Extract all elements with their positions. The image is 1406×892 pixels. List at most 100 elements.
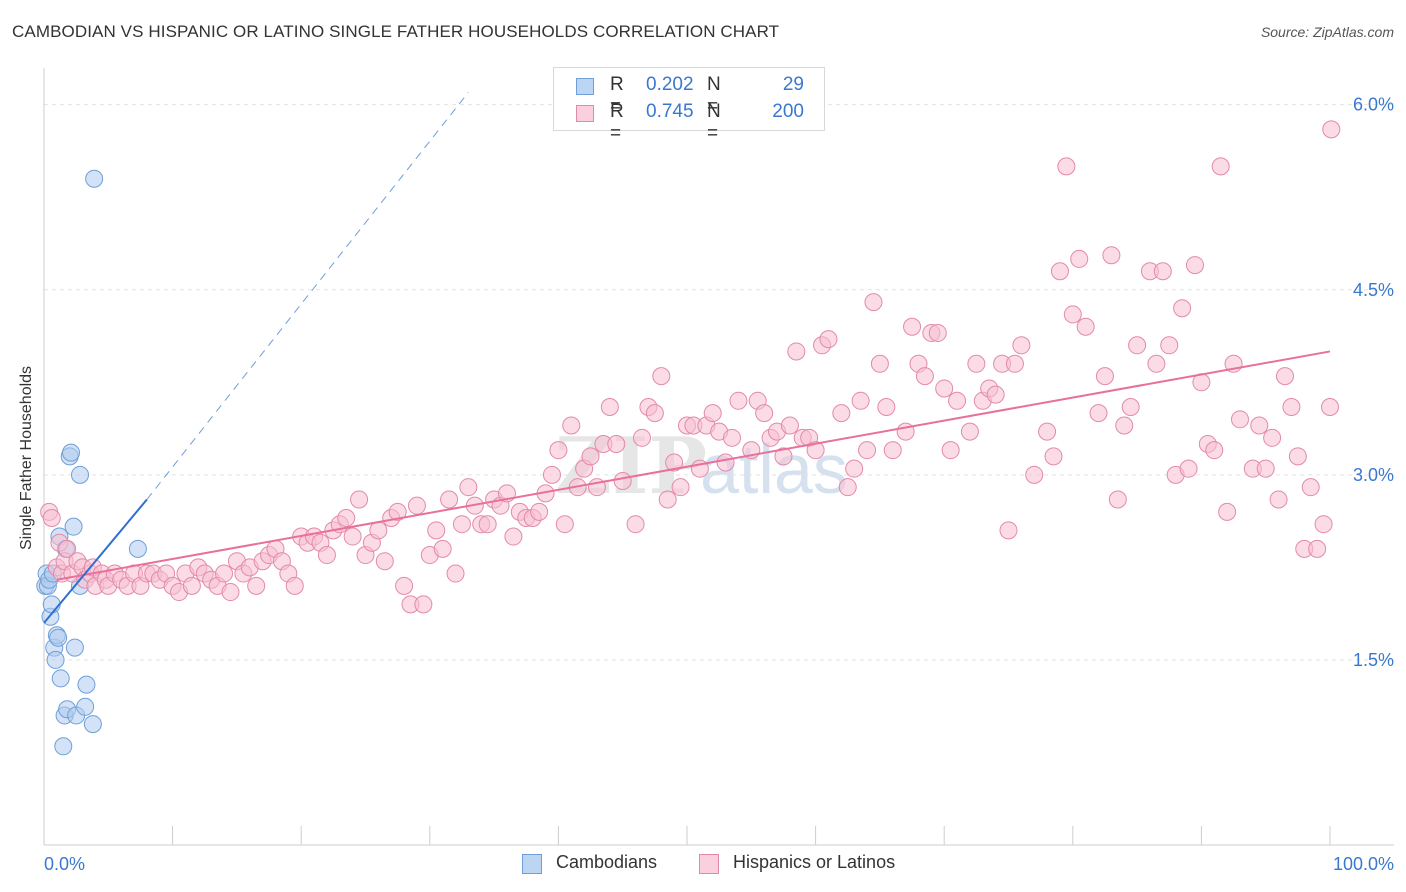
hispanic-point	[1263, 428, 1282, 447]
legend-swatch-hispanics	[699, 854, 719, 874]
legend-label: Hispanics or Latinos	[733, 852, 896, 872]
hispanic-point	[903, 317, 922, 336]
x-tick-label: 100.0%	[1333, 854, 1394, 874]
x-tick-label: 0.0%	[44, 854, 85, 874]
hispanic-point	[215, 564, 234, 583]
hispanic-point	[948, 391, 967, 410]
hispanic-point	[729, 391, 748, 410]
y-tick-label: 1.5%	[1353, 650, 1394, 670]
y-tick-label: 4.5%	[1353, 280, 1394, 300]
hispanic-point	[632, 428, 651, 447]
hispanic-point	[1025, 465, 1044, 484]
hispanic-point	[626, 515, 645, 534]
cambodian-point	[49, 628, 68, 647]
hispanic-point	[960, 422, 979, 441]
hispanic-point	[1050, 262, 1069, 281]
cambodian-point	[64, 517, 83, 536]
hispanic-point	[1147, 354, 1166, 373]
hispanic-point	[883, 441, 902, 460]
hispanic-point	[1173, 299, 1192, 318]
hispanic-point	[780, 416, 799, 435]
hispanic-point	[832, 404, 851, 423]
hispanic-point	[542, 465, 561, 484]
hispanic-point	[1076, 317, 1095, 336]
hispanic-point	[1128, 336, 1147, 355]
cambodian-point	[62, 443, 81, 462]
hispanic-point	[1308, 539, 1327, 558]
hispanic-point	[774, 447, 793, 466]
hispanic-point	[427, 521, 446, 540]
stats-swatch-hispanics	[576, 105, 594, 122]
hispanic-point	[182, 576, 201, 595]
hispanic-point	[986, 385, 1005, 404]
hispanic-point	[1250, 416, 1269, 435]
cambodian-point	[128, 539, 147, 558]
stats-n-label: N =	[707, 74, 721, 117]
hispanic-point	[221, 583, 240, 602]
cambodian-point	[65, 638, 84, 657]
stats-n-value: 200	[772, 101, 804, 122]
cambodian-point	[76, 697, 95, 716]
hispanic-point	[1314, 515, 1333, 534]
cambodian-trend-line	[43, 498, 148, 624]
chart-title: CAMBODIAN VS HISPANIC OR LATINO SINGLE F…	[12, 22, 780, 41]
hispanic-point	[864, 293, 883, 312]
hispanic-point	[613, 472, 632, 491]
hispanic-point	[1005, 354, 1024, 373]
hispanic-point	[607, 434, 626, 453]
hispanic-point	[1095, 367, 1114, 386]
hispanic-point	[1256, 459, 1275, 478]
stats-n-label: N =	[707, 101, 721, 144]
hispanic-point	[459, 478, 478, 497]
hispanic-point	[1038, 422, 1057, 441]
cambodian-point	[42, 595, 61, 614]
hispanic-point	[819, 330, 838, 349]
hispanic-point	[1121, 397, 1140, 416]
hispanic-point	[1057, 157, 1076, 176]
hispanic-point	[658, 490, 677, 509]
hispanic-point	[414, 595, 433, 614]
hispanic-point	[42, 509, 61, 528]
hispanic-point	[935, 379, 954, 398]
hispanic-point	[1160, 336, 1179, 355]
stats-r-value: 0.745	[646, 101, 694, 122]
hispanic-point	[369, 521, 388, 540]
hispanic-point	[1288, 447, 1307, 466]
hispanic-point	[549, 441, 568, 460]
hispanic-point	[723, 428, 742, 447]
hispanic-point	[1321, 397, 1339, 416]
source-credit: Source: ZipAtlas.com	[1260, 24, 1394, 40]
hispanic-point	[1218, 502, 1237, 521]
cambodian-point	[46, 650, 65, 669]
cambodian-point	[54, 737, 73, 756]
hispanic-point	[665, 453, 684, 472]
hispanic-point	[877, 397, 896, 416]
hispanic-point	[1070, 249, 1089, 268]
hispanic-point	[967, 354, 986, 373]
cambodian-point	[83, 715, 102, 734]
stats-box: R = 0.202 N = 29 R = 0.745 N = 200	[553, 67, 825, 144]
hispanic-point	[317, 546, 336, 565]
stats-r-label: R =	[610, 101, 624, 144]
hispanic-point	[1012, 336, 1031, 355]
hispanic-point	[928, 323, 947, 342]
legend-swatch-cambodians	[522, 854, 542, 874]
legend-label: Cambodians	[556, 852, 658, 872]
hispanic-point	[1115, 416, 1134, 435]
hispanic-point	[716, 453, 735, 472]
hispanic-point	[58, 539, 77, 558]
hispanic-point	[915, 367, 934, 386]
hispanic-point	[1301, 478, 1320, 497]
hispanic-point	[452, 515, 471, 534]
hispanic-point	[433, 539, 452, 558]
hispanic-point	[703, 404, 722, 423]
hispanic-point	[1185, 256, 1204, 275]
hispanic-point	[806, 441, 825, 460]
hispanic-point	[1153, 262, 1172, 281]
hispanic-point	[440, 490, 459, 509]
hispanic-point	[787, 342, 806, 361]
hispanic-point	[838, 478, 857, 497]
hispanic-point	[555, 515, 574, 534]
hispanic-point	[1044, 447, 1063, 466]
